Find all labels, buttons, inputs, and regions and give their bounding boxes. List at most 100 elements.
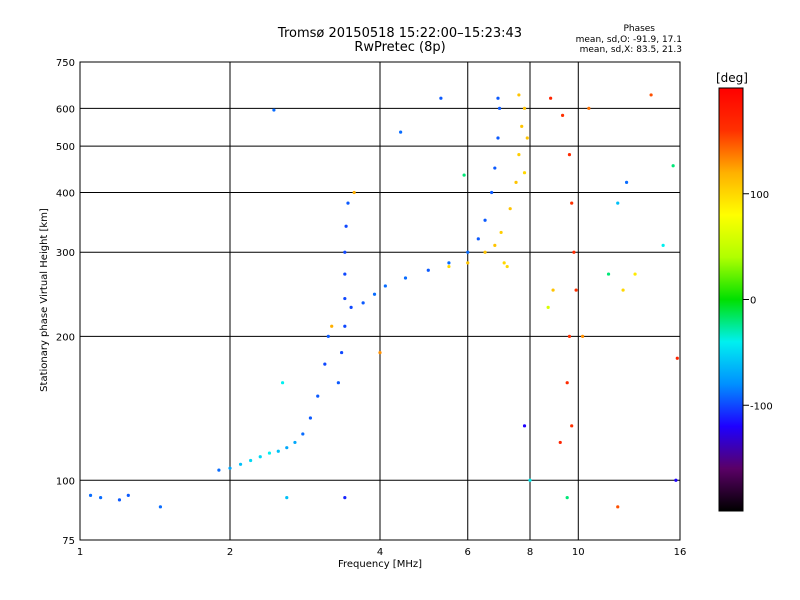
- data-point: [566, 496, 569, 499]
- data-point: [568, 153, 571, 156]
- y-tick-label: 300: [56, 248, 75, 259]
- data-point: [285, 496, 288, 499]
- data-point: [327, 335, 330, 338]
- data-point: [127, 494, 130, 497]
- data-point: [217, 469, 220, 472]
- y-axis-label: Stationary phase Virtual Height [km]: [39, 208, 50, 392]
- colorbar: [719, 88, 743, 511]
- data-point: [323, 363, 326, 366]
- x-tick-label: 10: [572, 547, 585, 558]
- data-point: [99, 496, 102, 499]
- data-point: [293, 441, 296, 444]
- data-point: [463, 173, 466, 176]
- y-tick-label: 100: [56, 476, 75, 487]
- colorbar-tick-label: -100: [750, 401, 773, 412]
- data-point: [490, 191, 493, 194]
- data-point: [650, 93, 653, 96]
- data-point: [676, 357, 679, 360]
- scatter-series-1: [89, 97, 501, 509]
- data-point: [493, 166, 496, 169]
- data-point: [528, 479, 531, 482]
- data-point: [607, 272, 610, 275]
- data-point: [249, 459, 252, 462]
- data-point: [616, 202, 619, 205]
- data-point: [477, 237, 480, 240]
- data-point: [89, 494, 92, 497]
- data-point: [316, 395, 319, 398]
- scatter-series-2: [447, 93, 529, 268]
- y-tick-label: 500: [56, 142, 75, 153]
- data-point: [496, 136, 499, 139]
- data-point: [570, 424, 573, 427]
- data-point: [118, 498, 121, 501]
- colorbar-ticks: 100 0 -100: [743, 190, 773, 413]
- data-point: [285, 446, 288, 449]
- data-point: [506, 265, 509, 268]
- data-point: [514, 181, 517, 184]
- data-point: [309, 416, 312, 419]
- data-point: [662, 244, 665, 247]
- data-point: [344, 225, 347, 228]
- data-point: [523, 424, 526, 427]
- data-point: [272, 108, 275, 111]
- data-point: [496, 97, 499, 100]
- data-point: [559, 441, 562, 444]
- data-point: [498, 107, 501, 110]
- data-point: [616, 505, 619, 508]
- y-tick-label: 75: [62, 536, 75, 547]
- data-point: [447, 265, 450, 268]
- data-point: [551, 288, 554, 291]
- data-point: [343, 496, 346, 499]
- x-axis-label: Frequency [MHz]: [338, 559, 422, 570]
- data-point: [509, 207, 512, 210]
- data-point: [483, 219, 486, 222]
- data-point: [500, 231, 503, 234]
- data-point: [228, 467, 231, 470]
- data-point: [373, 293, 376, 296]
- data-point: [277, 450, 280, 453]
- data-point: [343, 297, 346, 300]
- data-point: [343, 251, 346, 254]
- data-point: [343, 325, 346, 328]
- data-point: [621, 288, 624, 291]
- grid-lines: [80, 62, 680, 540]
- data-point: [561, 114, 564, 117]
- data-point: [517, 93, 520, 96]
- data-point: [503, 261, 506, 264]
- data-point: [350, 306, 353, 309]
- data-point: [404, 276, 407, 279]
- data-point: [575, 288, 578, 291]
- data-point: [447, 261, 450, 264]
- y-tick-label: 600: [56, 104, 75, 115]
- data-point: [346, 202, 349, 205]
- plot-area: 1 2 4 6 8 10 16 75100200300400500600750 Freque…: [0, 0, 800, 600]
- y-tick-label: 400: [56, 188, 75, 199]
- data-point: [281, 381, 284, 384]
- data-point: [439, 97, 442, 100]
- data-point: [353, 191, 356, 194]
- data-point: [633, 272, 636, 275]
- x-tick-label: 16: [674, 547, 687, 558]
- data-point: [337, 381, 340, 384]
- data-point: [523, 171, 526, 174]
- data-point: [466, 251, 469, 254]
- data-point: [526, 136, 529, 139]
- x-tick-label: 1: [77, 547, 83, 558]
- x-tick-label: 6: [465, 547, 471, 558]
- data-point: [239, 463, 242, 466]
- data-point: [493, 244, 496, 247]
- data-point: [343, 272, 346, 275]
- data-point: [378, 351, 381, 354]
- colorbar-tick-label: 100: [750, 190, 769, 201]
- data-point: [566, 381, 569, 384]
- data-point: [572, 251, 575, 254]
- data-point: [520, 125, 523, 128]
- data-point: [301, 432, 304, 435]
- data-point: [159, 505, 162, 508]
- data-point: [466, 261, 469, 264]
- data-point: [483, 251, 486, 254]
- x-tick-label: 2: [227, 547, 233, 558]
- data-point: [547, 306, 550, 309]
- data-point: [581, 335, 584, 338]
- data-point: [330, 325, 333, 328]
